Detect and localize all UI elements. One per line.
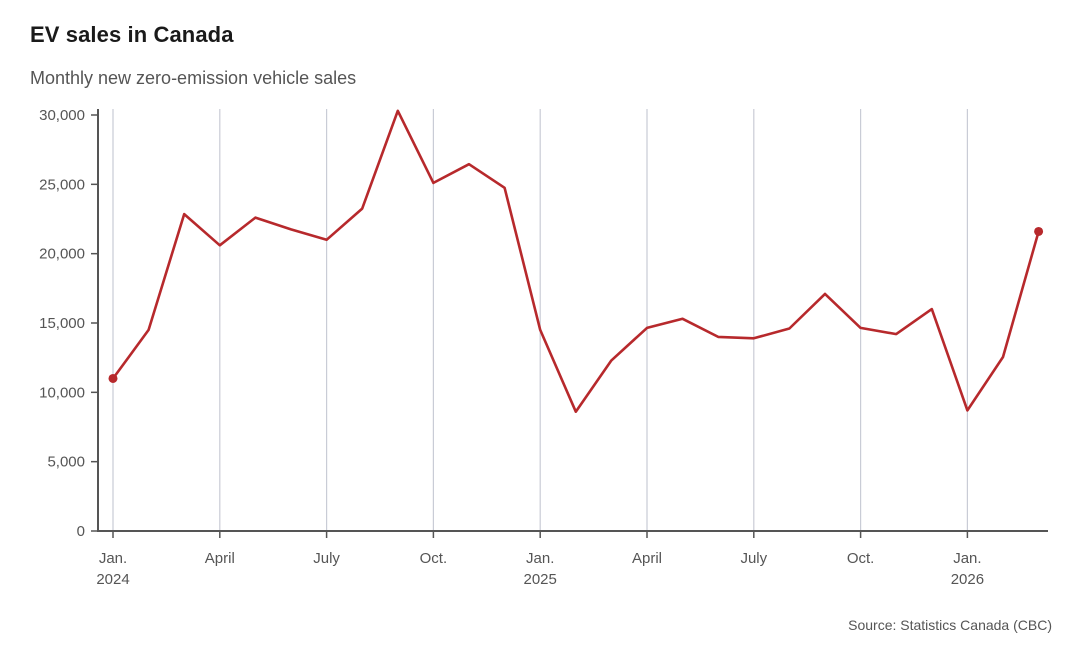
y-tick-label: 5,000 bbox=[47, 454, 85, 471]
y-tick-labels: 0 5,000 10,000 15,000 20,000 25,000 30,000 bbox=[39, 107, 85, 540]
x-tick-year: 2025 bbox=[524, 571, 557, 588]
data-point-marker bbox=[1034, 226, 1044, 236]
x-tick-label: July bbox=[740, 550, 767, 567]
series-line bbox=[111, 109, 1040, 414]
x-tick-year: 2024 bbox=[96, 571, 129, 588]
y-tick-label: 10,000 bbox=[39, 384, 85, 401]
x-tick-label: April bbox=[205, 550, 235, 567]
x-tick-label: Oct. bbox=[420, 550, 448, 567]
data-point-marker bbox=[108, 373, 118, 383]
series-group bbox=[108, 109, 1044, 414]
y-tick-label: 20,000 bbox=[39, 246, 85, 263]
x-tick-label: Oct. bbox=[847, 550, 875, 567]
source-note: Source: Statistics Canada (CBC) bbox=[848, 617, 1052, 633]
y-tick-label: 0 bbox=[77, 523, 85, 540]
x-tick-label: April bbox=[632, 550, 662, 567]
chart-title: EV sales in Canada bbox=[30, 22, 234, 47]
chart-subtitle: Monthly new zero-emission vehicle sales bbox=[30, 68, 357, 88]
y-tick-label: 30,000 bbox=[39, 107, 85, 124]
gridlines bbox=[112, 109, 969, 531]
y-tick-label: 25,000 bbox=[39, 176, 85, 193]
x-tick-label: Jan. bbox=[953, 550, 981, 567]
y-tick-label: 15,000 bbox=[39, 315, 85, 332]
axes bbox=[91, 109, 1048, 538]
x-tick-label: Jan. bbox=[99, 550, 127, 567]
x-tick-label: Jan. bbox=[526, 550, 554, 567]
x-tick-labels: Jan. 2024 April July Oct. Jan. 2025 April July Oc… bbox=[96, 550, 984, 588]
x-tick-year: 2026 bbox=[951, 571, 984, 588]
x-tick-label: July bbox=[313, 550, 340, 567]
